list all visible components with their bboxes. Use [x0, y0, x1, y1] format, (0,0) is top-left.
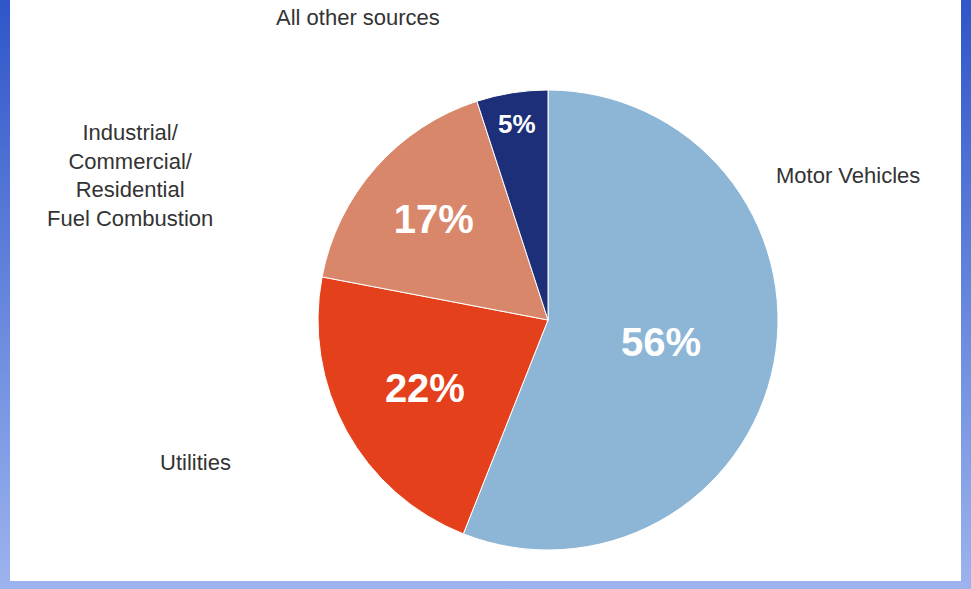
svg-text:All other sources: All other sources: [276, 5, 440, 30]
svg-text:5%: 5%: [498, 109, 536, 139]
svg-text:Motor Vehicles: Motor Vehicles: [776, 163, 920, 188]
svg-text:Utilities: Utilities: [160, 450, 231, 475]
svg-text:17%: 17%: [394, 197, 474, 241]
svg-text:56%: 56%: [621, 320, 701, 364]
svg-text:22%: 22%: [385, 366, 465, 410]
svg-text:Industrial/Commercial/Resident: Industrial/Commercial/ResidentialFuel Co…: [47, 120, 213, 231]
